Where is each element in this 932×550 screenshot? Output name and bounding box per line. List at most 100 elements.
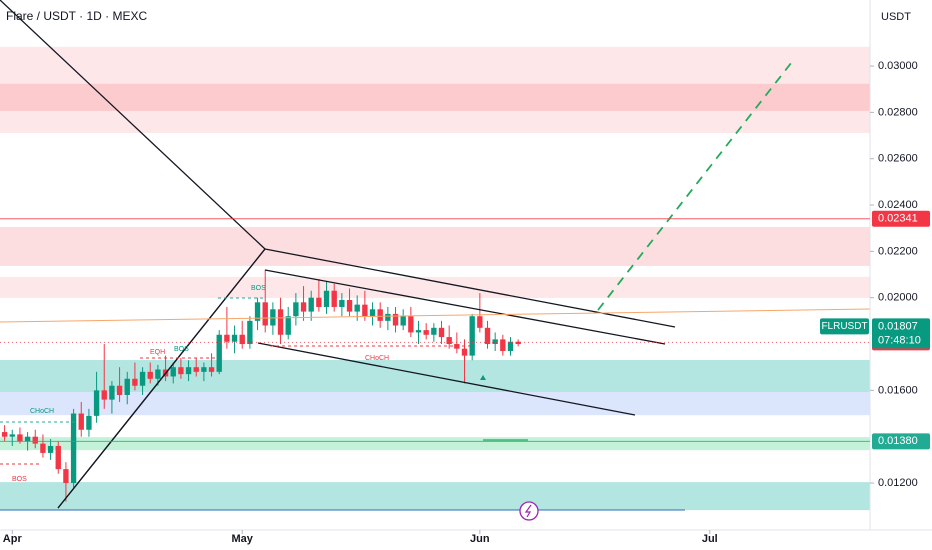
candle-body [86, 415, 92, 430]
y-tick-label: 0.02000 [878, 292, 918, 304]
candle-body [254, 302, 261, 321]
candle-body [323, 290, 330, 307]
annotations: BOS BOS EQH CHoCH CHoCH BOS [12, 285, 389, 483]
x-tick-label: Jun [470, 533, 490, 545]
candle-body [170, 367, 176, 377]
candle-body [492, 339, 498, 345]
candle-body [47, 445, 54, 453]
channel-bottom [257, 342, 636, 416]
symbol-name: FLRUSDT [821, 321, 867, 332]
annotation: BOS [174, 346, 189, 353]
candle-body [515, 341, 521, 345]
y-tick-label: 0.03000 [878, 60, 918, 72]
price-tag-label: 0.01380 [878, 435, 918, 447]
candle-body [70, 413, 77, 484]
chart-title: Flare / USDT · 1D · MEXC [6, 9, 147, 23]
candle-body [300, 302, 307, 312]
drawings [0, 0, 871, 521]
candle-body [469, 316, 475, 356]
candle-body [109, 385, 115, 400]
annotation: BOS [12, 476, 27, 483]
candle-body [262, 302, 268, 326]
candle-body [139, 371, 146, 386]
candle-body [431, 327, 437, 335]
axes: 0.01200 0.01600 0.02000 0.02200 0.02400 0.026… [0, 60, 930, 545]
zone [0, 437, 870, 451]
candle-body [201, 367, 207, 372]
candle-body [438, 327, 445, 338]
x-tick-label: Jul [702, 533, 718, 545]
y-tick-label: 0.02600 [878, 153, 918, 165]
candle-body [507, 341, 514, 351]
y-tick-label: 0.02400 [878, 199, 918, 211]
candle-body [477, 316, 483, 328]
candle-body [124, 378, 130, 395]
candle-body [392, 313, 399, 326]
candle-body [55, 445, 61, 470]
candle-body [500, 339, 506, 351]
candle-body [423, 330, 429, 335]
candle-body [331, 290, 337, 307]
candle-body [178, 367, 184, 375]
candle-body [1, 432, 8, 437]
candle-body [132, 378, 138, 386]
symbol-box [820, 318, 869, 335]
candle-body [446, 337, 452, 345]
candle-body [231, 334, 238, 342]
candle-body [377, 309, 383, 321]
candle-body [484, 327, 491, 345]
zone [0, 227, 870, 266]
candle-body [147, 371, 153, 379]
annotation: BOS [251, 285, 266, 292]
candle-body [354, 304, 360, 312]
channel-mid [264, 269, 666, 345]
candle-body [461, 348, 468, 356]
candle-body [385, 313, 391, 321]
zone [0, 276, 870, 298]
event-icon-bolt [524, 504, 532, 518]
y-tick-label: 0.01600 [878, 384, 918, 396]
candle-body [415, 330, 422, 333]
candle-body [32, 436, 38, 444]
candle-body [17, 434, 23, 442]
candle-body [216, 334, 222, 372]
candle-body [316, 297, 322, 307]
countdown: 07:48:10 [878, 334, 921, 346]
candle-body [40, 443, 46, 453]
candle-body [78, 413, 84, 430]
impulse-line [57, 248, 266, 509]
candle-body [362, 304, 368, 317]
zone [0, 360, 870, 392]
candle-body [369, 309, 376, 317]
candle-body [185, 367, 192, 375]
candle-body [285, 316, 291, 335]
candle-body [247, 320, 253, 345]
annotation: EQH [150, 349, 165, 356]
annotation: CHoCH [30, 408, 54, 415]
candle-body [155, 369, 161, 379]
candle-body [24, 436, 31, 442]
candles [1, 269, 521, 502]
orange-line [0, 308, 871, 323]
price-box [872, 318, 930, 349]
annotation: CHoCH [365, 355, 389, 362]
candle-body [9, 434, 15, 437]
candle-body [193, 367, 199, 372]
x-tick-label: May [232, 533, 254, 545]
candle-body [408, 316, 414, 333]
price-tag [872, 433, 930, 450]
candle-body [224, 334, 230, 342]
event-icon[interactable] [519, 501, 539, 521]
candle-body [400, 316, 406, 326]
zone [0, 83, 870, 111]
candle-body [116, 385, 123, 395]
marker [480, 375, 486, 380]
y-tick-label: 0.01200 [878, 477, 918, 489]
zone [0, 391, 870, 416]
candle-body [239, 334, 245, 345]
candle-body [346, 300, 353, 312]
candle-body [208, 367, 215, 372]
y-tick-label: 0.02800 [878, 106, 918, 118]
